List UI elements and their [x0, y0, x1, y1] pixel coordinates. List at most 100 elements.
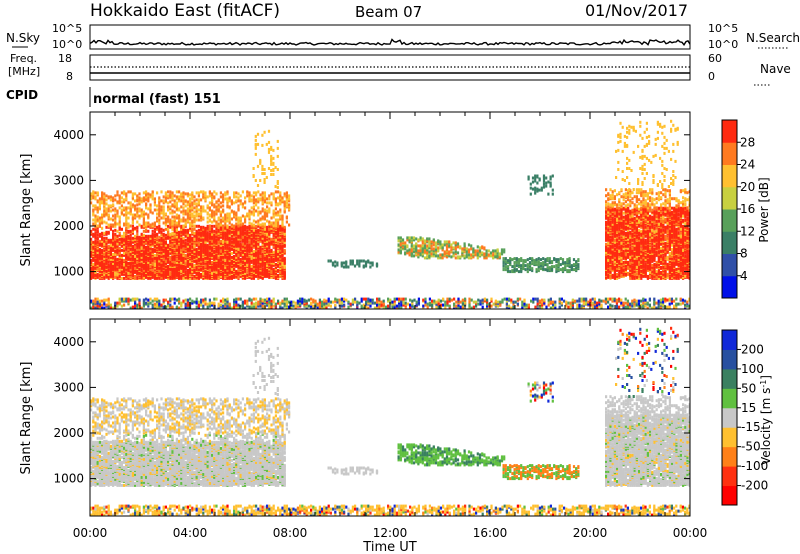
heatmap-cell [222, 219, 225, 223]
heatmap-cell [268, 194, 271, 198]
heatmap-cell [142, 212, 145, 216]
heatmap-cell [244, 276, 247, 280]
heatmap-cell [96, 250, 99, 254]
heatmap-cell [219, 249, 222, 253]
heatmap-cell [184, 262, 187, 266]
heatmap-cell [151, 197, 154, 201]
heatmap-cell [184, 199, 187, 203]
heatmap-cell [158, 201, 161, 205]
heatmap-cell [252, 205, 255, 209]
heatmap-cell [266, 231, 269, 235]
heatmap-cell [195, 218, 198, 222]
heatmap-cell [635, 265, 638, 269]
heatmap-cell [228, 212, 231, 216]
heatmap-cell [96, 233, 99, 237]
heatmap-cell [611, 273, 614, 277]
heatmap-cell [107, 247, 110, 251]
heatmap-cell [620, 252, 623, 256]
cpid-panel: CPID normal (fast) 151 [6, 87, 221, 107]
heatmap-cell [244, 218, 247, 222]
heatmap-cell [241, 222, 244, 226]
heatmap-cell [250, 240, 253, 244]
heatmap-cell [129, 201, 132, 205]
heatmap-cell [200, 230, 203, 234]
heatmap-cell [169, 276, 172, 280]
heatmap-cell [288, 199, 291, 203]
heatmap-cell [182, 191, 185, 195]
heatmap-cell [257, 219, 260, 223]
heatmap-cell [103, 256, 106, 260]
heatmap-cell [204, 237, 207, 241]
heatmap-cell [226, 190, 229, 194]
heatmap-cell [191, 194, 194, 198]
heatmap-cell [169, 238, 172, 242]
heatmap-cell [206, 237, 209, 241]
heatmap-cell [228, 215, 231, 219]
heatmap-cell [244, 243, 247, 247]
heatmap-cell [127, 242, 130, 246]
heatmap-cell [118, 194, 121, 198]
heatmap-cell [112, 229, 115, 233]
heatmap-cell [112, 261, 115, 265]
heatmap-cell [224, 244, 227, 248]
heatmap-cell [189, 215, 192, 219]
heatmap-cell [156, 212, 159, 216]
heatmap-cell [235, 211, 238, 215]
heatmap-cell [145, 238, 148, 242]
heatmap-cell [609, 273, 612, 277]
heatmap-cell [609, 263, 612, 267]
heatmap-cell [114, 232, 117, 236]
heatmap-cell [616, 235, 619, 239]
heatmap-cell [103, 242, 106, 246]
heatmap-cell [138, 198, 141, 202]
heatmap-cell [136, 229, 139, 233]
heatmap-cell [285, 191, 288, 195]
heatmap-cell [268, 258, 271, 262]
heatmap-cell [94, 197, 97, 201]
heatmap-cell [224, 269, 227, 273]
heatmap-cell [109, 252, 112, 256]
heatmap-cell [169, 271, 172, 275]
heatmap-cell [629, 258, 632, 262]
heatmap-cell [217, 255, 220, 259]
heatmap-cell [279, 244, 282, 248]
heatmap-cell [171, 197, 174, 201]
heatmap-cell [268, 224, 271, 228]
heatmap-cell [252, 223, 255, 227]
heatmap-cell [279, 274, 282, 278]
heatmap-cell [272, 233, 275, 237]
heatmap-cell [167, 252, 170, 256]
heatmap-cell [92, 194, 95, 198]
heatmap-cell [255, 243, 258, 247]
heatmap-cell [266, 263, 269, 267]
heatmap-cell [169, 274, 172, 278]
heatmap-cell [200, 272, 203, 276]
heatmap-cell [107, 207, 110, 211]
heatmap-cell [208, 274, 211, 278]
heatmap-cell [222, 263, 225, 267]
heatmap-cell [178, 232, 181, 236]
heatmap-cell [274, 250, 277, 254]
heatmap-cell [162, 276, 165, 280]
heatmap-cell [120, 227, 123, 231]
heatmap-cell [279, 224, 282, 228]
heatmap-cell [118, 253, 121, 257]
heatmap-cell [109, 204, 112, 208]
heatmap-cell [620, 225, 623, 229]
heatmap-cell [156, 236, 159, 240]
heatmap-cell [222, 208, 225, 212]
heatmap-cell [131, 268, 134, 272]
heatmap-cell [252, 255, 255, 259]
heatmap-cell [261, 267, 264, 271]
heatmap-cell [222, 236, 225, 240]
heatmap-cell [235, 217, 238, 221]
heatmap-cell [627, 260, 630, 264]
heatmap-cell [618, 256, 621, 260]
heatmap-cell [206, 211, 209, 215]
heatmap-cell [171, 211, 174, 215]
heatmap-cell [629, 209, 632, 213]
heatmap-cell [162, 271, 165, 275]
heatmap-cell [607, 250, 610, 254]
heatmap-cell [92, 204, 95, 208]
heatmap-cell [92, 208, 95, 212]
